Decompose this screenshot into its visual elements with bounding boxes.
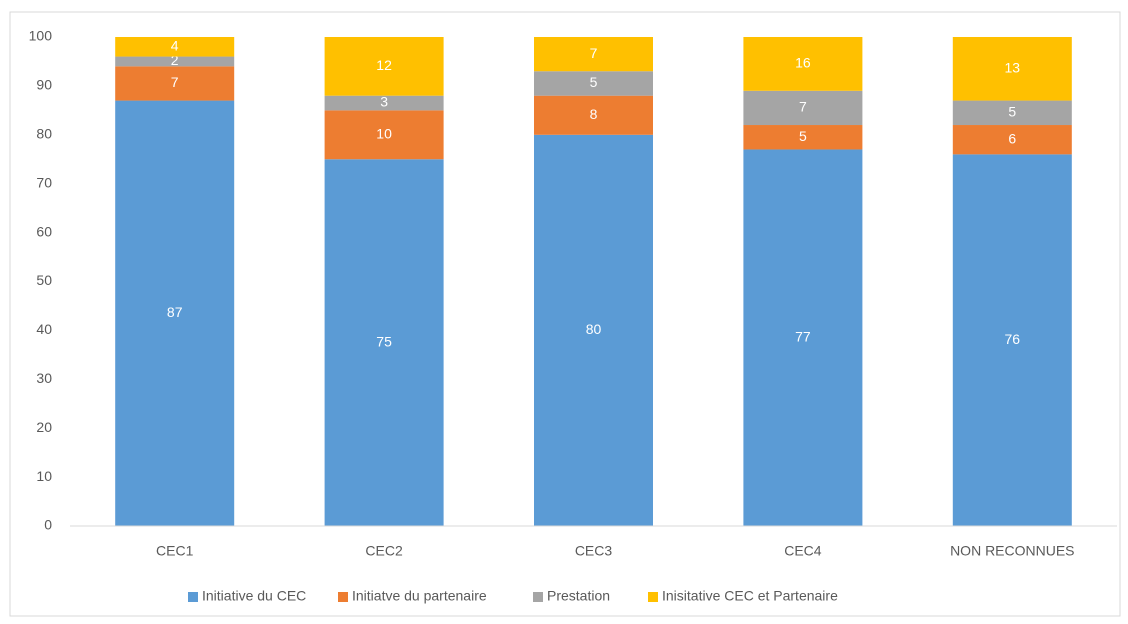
bar-segment <box>324 37 444 96</box>
bar-segment <box>952 37 1072 101</box>
legend-label: Prestation <box>547 588 610 604</box>
y-tick-label: 40 <box>36 321 52 337</box>
data-label: 16 <box>795 55 811 71</box>
data-label: 5 <box>799 128 807 144</box>
bar-segment <box>324 95 444 111</box>
bar-segment <box>743 149 863 526</box>
data-label: 7 <box>171 74 179 90</box>
bar-segment <box>534 134 653 526</box>
y-tick-label: 30 <box>36 370 52 386</box>
bar-segment <box>324 110 444 160</box>
data-label: 87 <box>167 304 183 320</box>
legend-swatch <box>188 592 198 602</box>
data-label: 80 <box>586 321 602 337</box>
data-label: 5 <box>590 74 598 90</box>
data-label: 75 <box>376 333 392 349</box>
bar-segment <box>115 66 235 101</box>
data-label: 13 <box>1005 59 1021 75</box>
x-tick-label: CEC4 <box>784 543 822 559</box>
bar-segment <box>534 71 653 96</box>
y-tick-label: 10 <box>36 468 52 484</box>
legend-swatch <box>338 592 348 602</box>
bar-segment <box>534 37 653 72</box>
y-tick-label: 90 <box>36 77 52 93</box>
bar-segment <box>743 90 863 126</box>
legend-label: Initiative du CEC <box>202 588 306 604</box>
data-label: 77 <box>795 328 811 344</box>
x-tick-label: NON RECONNUES <box>950 543 1074 559</box>
legend-label: Initiatve du partenaire <box>352 588 487 604</box>
y-tick-label: 60 <box>36 223 52 239</box>
bar-segment <box>115 37 235 57</box>
bar-segment <box>743 37 863 91</box>
data-label: 10 <box>376 126 392 142</box>
legend-label: Inisitative CEC et Partenaire <box>662 588 838 604</box>
y-tick-label: 100 <box>29 28 53 44</box>
bar-segment <box>534 95 653 135</box>
x-tick-label: CEC1 <box>156 543 194 559</box>
legend-swatch <box>648 592 658 602</box>
bar-segment <box>115 56 235 67</box>
y-tick-label: 50 <box>36 272 52 288</box>
legend-swatch <box>533 592 543 602</box>
bar-segment <box>324 159 444 526</box>
data-label: 3 <box>380 94 388 110</box>
bar-segment <box>743 125 863 150</box>
data-label: 4 <box>171 37 179 53</box>
y-tick-label: 20 <box>36 419 52 435</box>
bar-segment <box>952 125 1072 155</box>
data-label: 5 <box>1008 103 1016 119</box>
data-label: 2 <box>171 52 179 68</box>
data-label: 7 <box>590 45 598 61</box>
data-label: 6 <box>1008 130 1016 146</box>
bar-segment <box>115 100 235 526</box>
data-label: 12 <box>376 57 392 73</box>
y-tick-label: 80 <box>36 126 52 142</box>
x-tick-label: CEC3 <box>575 543 613 559</box>
bar-segment <box>952 154 1072 526</box>
data-label: 76 <box>1005 331 1021 347</box>
x-tick-label: CEC2 <box>365 543 403 559</box>
data-label: 7 <box>799 99 807 115</box>
y-tick-label: 70 <box>36 174 52 190</box>
data-label: 8 <box>590 106 598 122</box>
y-tick-label: 0 <box>44 517 52 533</box>
bar-segment <box>952 100 1072 126</box>
